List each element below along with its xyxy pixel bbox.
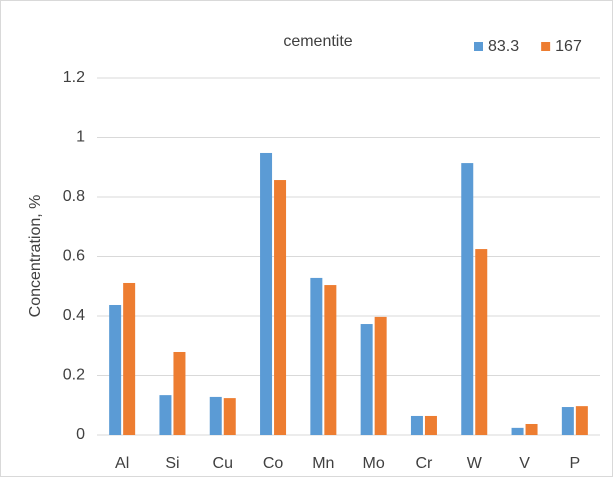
y-tick-label: 0.2: [63, 367, 85, 384]
x-tick-label: Cu: [213, 455, 233, 472]
bar: [274, 180, 287, 435]
x-tick-label: Mn: [312, 455, 334, 472]
x-tick-label: Cr: [416, 455, 434, 472]
bar: [324, 285, 337, 435]
bar: [360, 324, 373, 435]
legend-label: 167: [555, 38, 582, 55]
x-tick-label: Mo: [363, 455, 385, 472]
legend-label: 83.3: [488, 38, 519, 55]
bar: [123, 282, 136, 435]
bar: [209, 396, 222, 435]
x-tick-label: P: [570, 455, 581, 472]
bar: [374, 316, 387, 435]
bar: [461, 163, 474, 435]
bar: [511, 427, 524, 435]
bar: [575, 406, 588, 435]
bar: [260, 152, 273, 435]
x-tick-label: Si: [165, 455, 179, 472]
chart-title: cementite: [283, 33, 352, 50]
legend-swatch: [541, 42, 551, 51]
y-tick-label: 0: [76, 426, 85, 443]
bar: [525, 423, 538, 435]
bar: [475, 249, 488, 435]
bar: [159, 395, 172, 435]
y-tick-label: 1: [76, 129, 85, 146]
x-tick-label: Al: [115, 455, 129, 472]
bar: [424, 415, 437, 435]
y-tick-label: 1.2: [63, 69, 85, 86]
x-tick-label: V: [519, 455, 530, 472]
bar: [223, 398, 236, 435]
y-tick-label: 0.8: [63, 188, 85, 205]
x-tick-label: Co: [263, 455, 284, 472]
x-tick-label: W: [467, 455, 483, 472]
y-axis-label: Concentration, %: [27, 195, 44, 318]
bar: [561, 407, 574, 435]
bar: [109, 304, 122, 435]
bar: [310, 277, 323, 435]
legend-swatch: [474, 42, 483, 51]
y-tick-label: 0.4: [63, 307, 85, 324]
bar: [173, 351, 186, 435]
bar: [410, 415, 423, 435]
y-tick-label: 0.6: [63, 248, 85, 265]
